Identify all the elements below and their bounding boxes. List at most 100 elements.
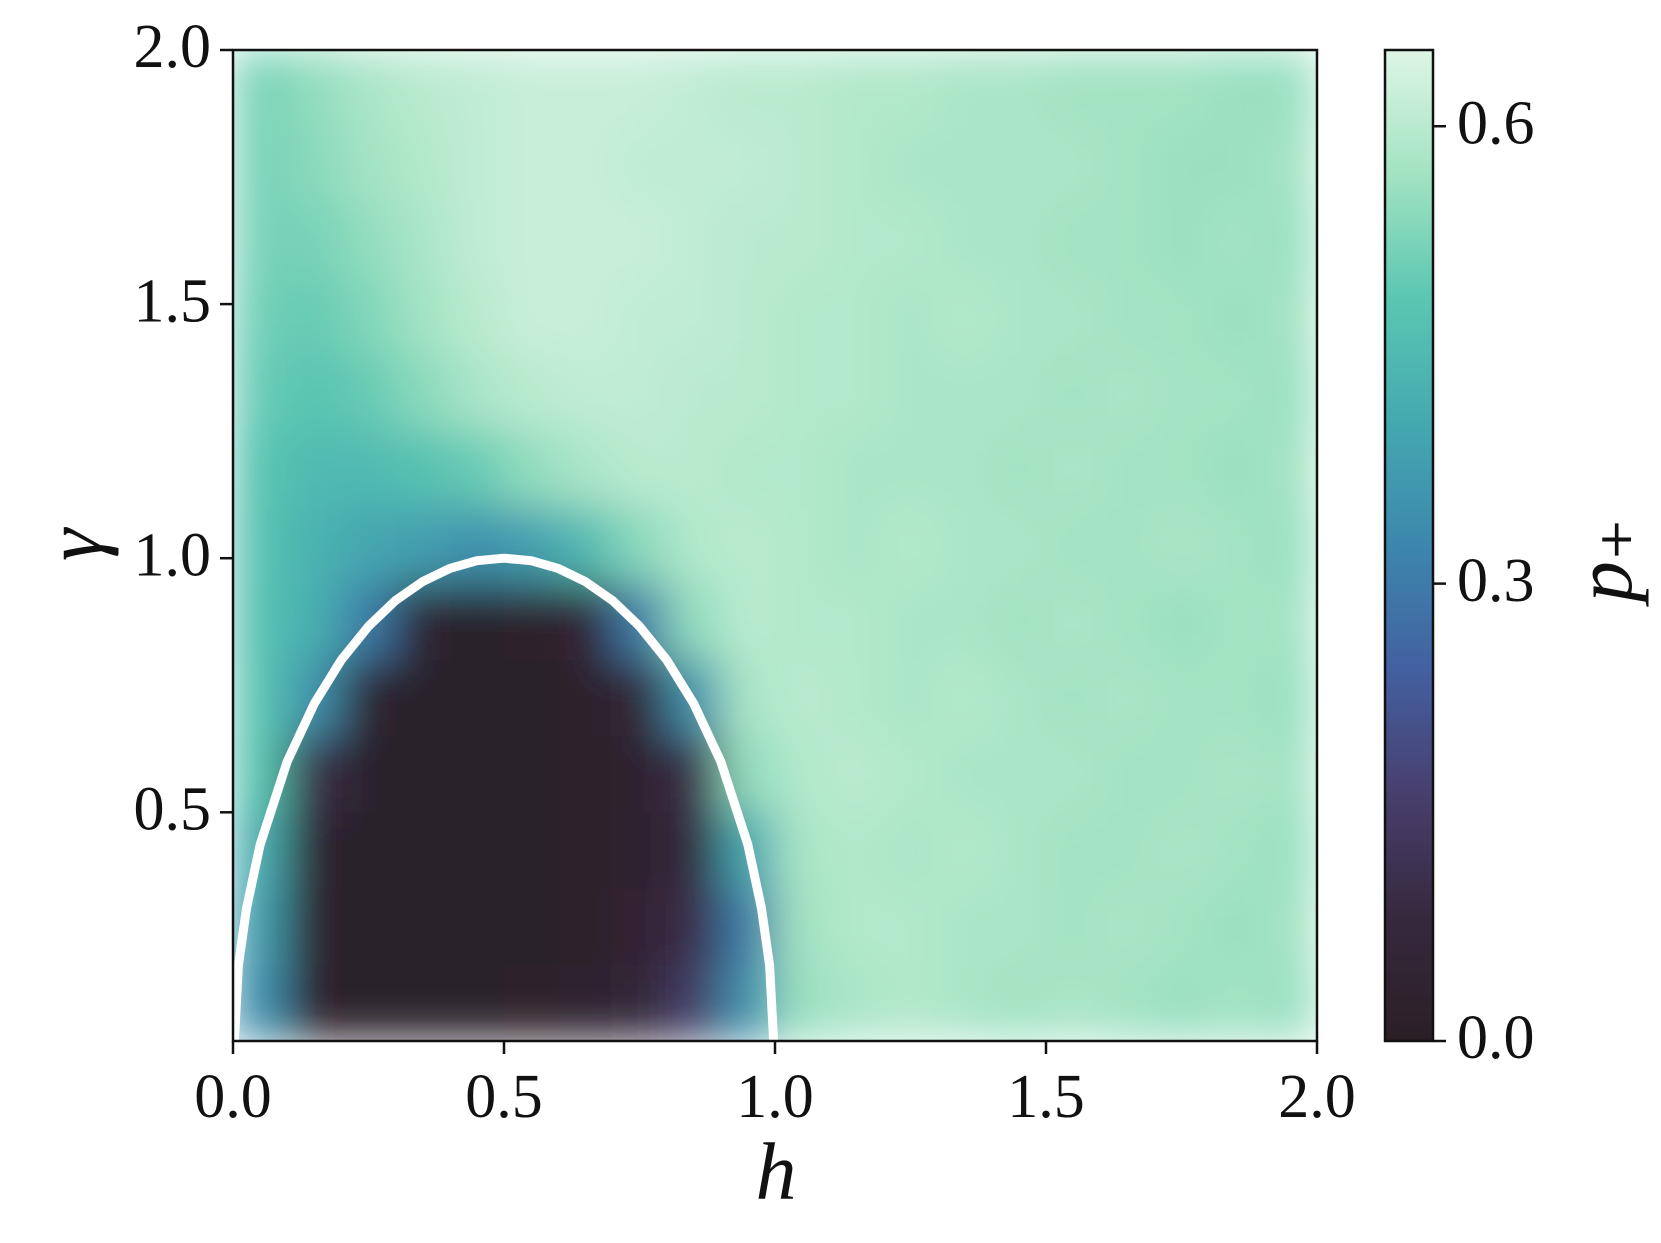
- heat-cell: [774, 735, 830, 813]
- heat-cell: [991, 888, 1047, 966]
- heat-cell: [1099, 583, 1155, 661]
- heat-cell: [937, 964, 993, 1041]
- heat-cell: [991, 506, 1047, 585]
- heat-cell: [340, 430, 397, 508]
- heat-cell: [1099, 811, 1155, 890]
- heat-cell: [611, 506, 668, 585]
- heat-cell: [937, 811, 993, 890]
- heat-cell: [1045, 354, 1101, 432]
- heat-cell: [1208, 201, 1264, 280]
- heat-cell: [666, 278, 722, 356]
- heat-cell: [340, 506, 397, 585]
- heat-cell: [1153, 125, 1210, 203]
- y-tick-label: 1.0: [134, 521, 212, 589]
- heat-cell: [233, 50, 288, 127]
- heat-cell: [395, 659, 451, 737]
- heat-cell: [937, 125, 993, 203]
- heat-cell: [286, 201, 342, 280]
- heat-cell: [1262, 278, 1317, 356]
- heat-cell: [720, 50, 776, 127]
- heat-cell: [937, 888, 993, 966]
- colorbar-tick-label: 0.0: [1457, 1004, 1535, 1072]
- heat-cell: [233, 354, 288, 432]
- heat-cell: [666, 50, 722, 127]
- heat-cell: [774, 811, 830, 890]
- heat-cell: [395, 278, 451, 356]
- heat-cell: [828, 583, 884, 661]
- heat-cell: [233, 583, 288, 661]
- x-tick-label: 1.0: [736, 1063, 814, 1131]
- heat-cell: [720, 125, 776, 203]
- heat-cell: [449, 430, 505, 508]
- heat-cell: [557, 964, 613, 1041]
- heat-cell: [991, 583, 1047, 661]
- heat-cell: [503, 659, 559, 737]
- heat-cell: [882, 811, 939, 890]
- heat-cell: [557, 659, 613, 737]
- heat-cell: [233, 506, 288, 585]
- heat-cell: [882, 278, 939, 356]
- heat-cell: [774, 583, 830, 661]
- heat-cell: [233, 659, 288, 737]
- heat-cell: [666, 354, 722, 432]
- heat-cell: [937, 506, 993, 585]
- heat-cell: [1262, 964, 1317, 1041]
- heat-cell: [1153, 888, 1210, 966]
- heat-cell: [1262, 583, 1317, 661]
- heat-cell: [449, 735, 505, 813]
- heat-cell: [286, 354, 342, 432]
- heat-cell: [611, 201, 668, 280]
- heat-cell: [774, 50, 830, 127]
- heat-cell: [1208, 354, 1264, 432]
- heat-cell: [1262, 888, 1317, 966]
- heat-cell: [1045, 659, 1101, 737]
- heat-cell: [1208, 888, 1264, 966]
- heat-cell: [557, 354, 613, 432]
- heat-cell: [503, 735, 559, 813]
- heat-cell: [1045, 964, 1101, 1041]
- heat-cell: [666, 811, 722, 890]
- heat-cell: [1045, 430, 1101, 508]
- heat-cell: [991, 354, 1047, 432]
- heat-cell: [1045, 735, 1101, 813]
- heat-cell: [286, 888, 342, 966]
- heat-cell: [503, 278, 559, 356]
- x-axis-label: h: [756, 1126, 797, 1217]
- heat-cell: [1208, 430, 1264, 508]
- heat-cell: [937, 50, 993, 127]
- heat-cell: [449, 964, 505, 1041]
- heat-cell: [449, 278, 505, 356]
- x-tick-label: 0.5: [465, 1063, 543, 1131]
- heat-cell: [233, 430, 288, 508]
- heat-cell: [286, 430, 342, 508]
- heat-cell: [557, 278, 613, 356]
- heat-cell: [828, 278, 884, 356]
- heat-cell: [1099, 125, 1155, 203]
- heat-cell: [1099, 50, 1155, 127]
- heat-cell: [557, 888, 613, 966]
- heat-cell: [1099, 506, 1155, 585]
- heat-cell: [1045, 506, 1101, 585]
- heat-cell: [1262, 506, 1317, 585]
- heat-cell: [340, 735, 397, 813]
- heat-cell: [991, 201, 1047, 280]
- heat-cell: [666, 583, 722, 661]
- heat-cell: [828, 964, 884, 1041]
- heat-cell: [1099, 354, 1155, 432]
- heat-cell: [1045, 50, 1101, 127]
- heat-cell: [937, 278, 993, 356]
- heat-cell: [233, 201, 288, 280]
- heat-cell: [340, 278, 397, 356]
- heat-cell: [1208, 583, 1264, 661]
- heat-cell: [611, 125, 668, 203]
- heat-cell: [1262, 735, 1317, 813]
- heat-cell: [1099, 735, 1155, 813]
- heat-cell: [340, 659, 397, 737]
- x-tick-label: 1.5: [1007, 1063, 1085, 1131]
- heat-cell: [666, 506, 722, 585]
- heatmap: [233, 50, 1317, 1041]
- heat-cell: [882, 125, 939, 203]
- heat-cell: [937, 201, 993, 280]
- heat-cell: [395, 964, 451, 1041]
- heat-cell: [1153, 964, 1210, 1041]
